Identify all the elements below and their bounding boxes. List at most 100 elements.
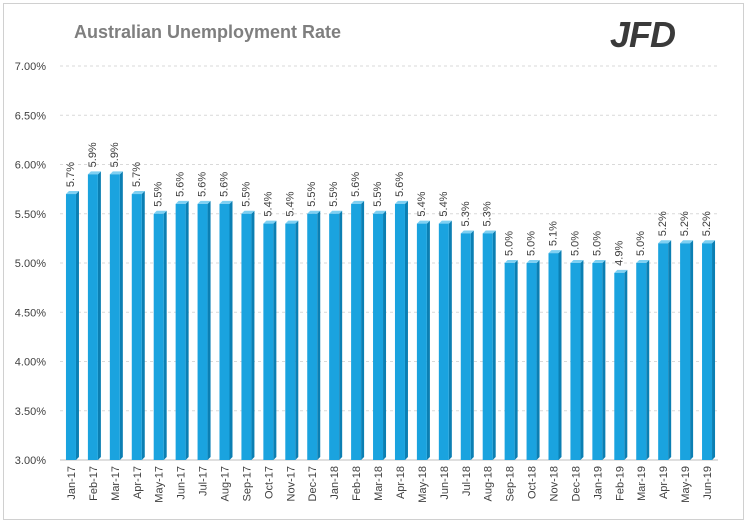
logo-text: JFD — [610, 14, 676, 55]
data-label: 5.4% — [284, 191, 296, 216]
bar — [153, 210, 167, 460]
bar — [526, 260, 540, 460]
y-axis: 3.00% 3.50% 4.00% 4.50% 5.00% 5.50% 6.00% 6.50%… — [15, 61, 46, 467]
bars — [65, 171, 716, 461]
data-label: 5.5% — [328, 181, 340, 206]
y-tick-label: 5.00% — [15, 258, 46, 270]
x-tick-label: Oct-17 — [263, 466, 275, 499]
data-labels: 5.7% 5.9% 5.9% 5.7% 5.5% 5.6% 5.6% 5.6% 5.5% 5.4%… — [65, 142, 713, 266]
data-label: 5.9% — [109, 142, 121, 167]
x-tick-label: May-17 — [154, 466, 166, 503]
data-label: 5.0% — [591, 231, 603, 256]
data-label: 5.9% — [87, 142, 99, 167]
x-tick-label: Dec-17 — [307, 466, 319, 501]
x-tick-label: Sep-18 — [505, 466, 517, 501]
bar — [109, 171, 123, 460]
bar — [175, 200, 189, 460]
data-label: 5.6% — [350, 172, 362, 197]
bar — [219, 200, 233, 460]
x-tick-label: Jan-18 — [329, 466, 341, 500]
bar — [570, 260, 584, 460]
x-tick-label: Apr-19 — [658, 466, 670, 499]
x-tick-label: Sep-17 — [241, 466, 253, 501]
data-label: 5.5% — [240, 181, 252, 206]
data-label: 5.0% — [526, 231, 538, 256]
jfd-logo: JFD — [610, 14, 676, 56]
data-label: 5.2% — [657, 211, 669, 236]
bar — [614, 269, 628, 460]
x-tick-label: May-18 — [417, 466, 429, 503]
x-tick-label: Aug-18 — [483, 466, 495, 501]
data-label: 5.3% — [460, 201, 472, 226]
y-tick-label: 3.00% — [15, 455, 46, 467]
x-tick-label: Jul-17 — [198, 466, 210, 496]
data-label: 5.7% — [65, 162, 77, 187]
x-tick-label: Jan-17 — [66, 466, 78, 500]
x-tick-label: Jun-19 — [702, 466, 714, 500]
bar — [504, 260, 518, 460]
x-tick-label: Nov-18 — [549, 466, 561, 501]
y-tick-label: 4.50% — [15, 307, 46, 319]
bar — [65, 191, 79, 461]
data-label: 5.4% — [438, 191, 450, 216]
bar — [548, 250, 562, 460]
x-tick-label: Mar-17 — [110, 466, 122, 501]
data-label: 5.0% — [504, 231, 516, 256]
data-label: 5.6% — [394, 172, 406, 197]
bar — [460, 230, 474, 460]
x-tick-label: Apr-18 — [395, 466, 407, 499]
bar — [438, 220, 452, 460]
x-tick-label: Apr-17 — [132, 466, 144, 499]
x-tick-label: Nov-17 — [285, 466, 297, 501]
bar — [592, 260, 606, 460]
gridlines — [60, 65, 718, 461]
bar — [285, 220, 299, 460]
bar — [131, 191, 145, 461]
x-tick-label: Feb-19 — [614, 466, 626, 501]
data-label: 5.6% — [219, 172, 231, 197]
data-label: 5.2% — [701, 211, 713, 236]
data-label: 5.6% — [197, 172, 209, 197]
data-label: 5.1% — [548, 221, 560, 246]
x-tick-label: Jun-18 — [439, 466, 451, 500]
x-tick-label: Jun-17 — [176, 466, 188, 500]
x-tick-label: Mar-19 — [636, 466, 648, 501]
data-label: 5.5% — [372, 181, 384, 206]
x-tick-label: Oct-18 — [527, 466, 539, 499]
data-label: 5.6% — [175, 172, 187, 197]
bar — [702, 240, 716, 460]
bar — [197, 200, 211, 460]
bar — [351, 200, 365, 460]
y-tick-label: 6.50% — [15, 110, 46, 122]
bar — [373, 210, 387, 460]
bar — [307, 210, 321, 460]
bar — [241, 210, 255, 460]
data-label: 5.5% — [153, 181, 165, 206]
x-tick-label: Jan-19 — [592, 466, 604, 500]
data-label: 5.0% — [635, 231, 647, 256]
y-tick-label: 3.50% — [15, 406, 46, 418]
bar — [680, 240, 694, 460]
y-tick-label: 6.00% — [15, 160, 46, 172]
bar — [394, 200, 408, 460]
chart-title: Australian Unemployment Rate — [74, 22, 342, 42]
bar — [329, 210, 343, 460]
x-tick-label: Feb-18 — [351, 466, 363, 501]
bar — [87, 171, 101, 460]
data-label: 5.4% — [262, 191, 274, 216]
bar — [263, 220, 277, 460]
x-tick-label: Mar-18 — [373, 466, 385, 501]
data-label: 5.0% — [569, 231, 581, 256]
data-label: 5.3% — [482, 201, 494, 226]
data-label: 4.9% — [613, 241, 625, 266]
x-tick-label: Aug-17 — [220, 466, 232, 501]
x-tick-label: Dec-18 — [570, 466, 582, 501]
bar — [658, 240, 672, 460]
bar — [482, 230, 496, 460]
y-tick-label: 4.00% — [15, 357, 46, 369]
y-tick-label: 5.50% — [15, 209, 46, 221]
bar — [636, 260, 650, 460]
data-label: 5.7% — [131, 162, 143, 187]
data-label: 5.4% — [416, 191, 428, 216]
